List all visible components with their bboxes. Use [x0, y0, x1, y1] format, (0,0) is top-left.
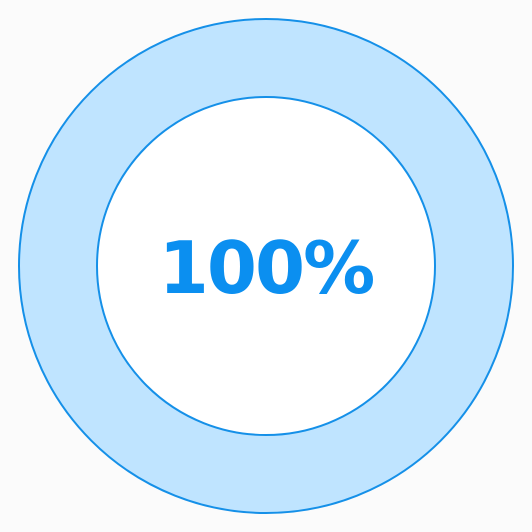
inner-circle: [96, 96, 436, 436]
